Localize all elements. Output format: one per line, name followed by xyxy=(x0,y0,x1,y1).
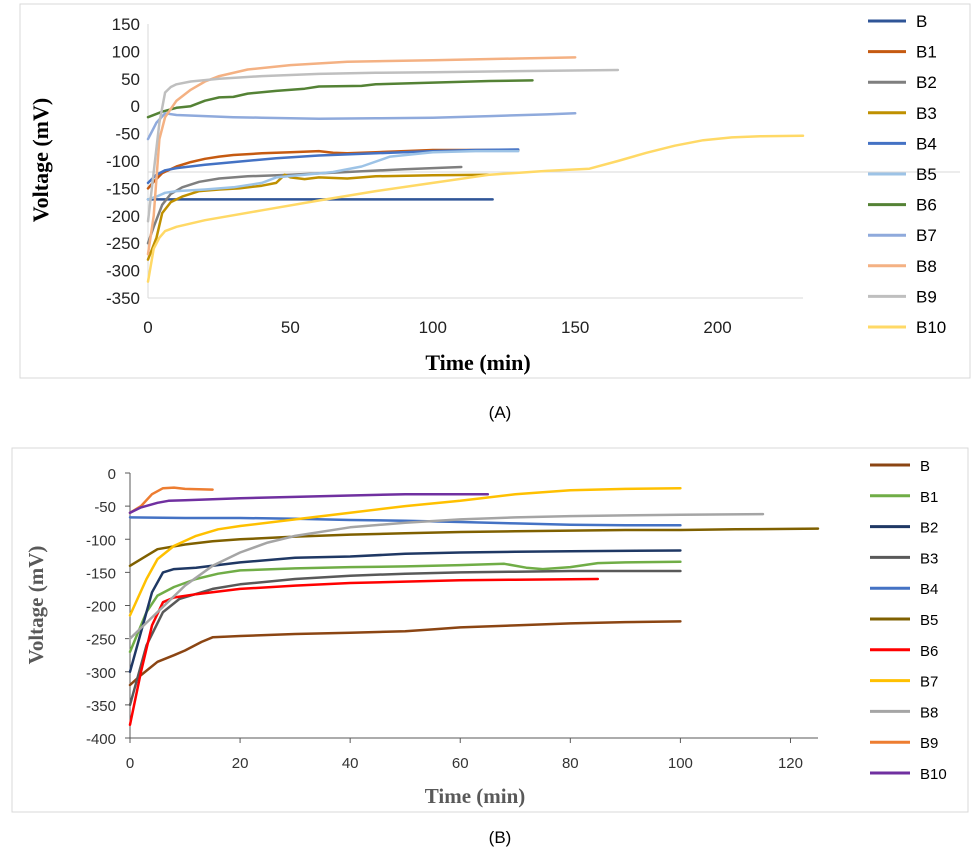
chart-panel-b: 0 -50 -100 -150 -200 -250 -300 -350 -400 0 20 40 60 8… xyxy=(11,447,969,813)
chart-a-x-tick-label: 200 xyxy=(703,318,731,337)
chart-b-series-b7 xyxy=(128,486,682,617)
chart-a-y-tick-label: -250 xyxy=(106,234,140,253)
chart-b-series-b xyxy=(128,620,682,687)
chart-b-series-b9 xyxy=(128,486,214,515)
chart-a-x-tick-label: 0 xyxy=(143,318,152,337)
chart-b-border xyxy=(11,447,969,813)
chart-a-legend-label-b5: B5 xyxy=(916,165,937,184)
chart-a-legend-label-b4: B4 xyxy=(916,134,937,153)
chart-b-y-tick-label: -300 xyxy=(86,665,116,682)
chart-b-series-b1 xyxy=(128,560,682,654)
chart-a-caption: (A) xyxy=(489,403,512,422)
chart-b-legend-label-b5: B5 xyxy=(920,612,938,629)
chart-b-series xyxy=(128,486,820,727)
chart-a-y-tick-label: 100 xyxy=(112,42,140,61)
chart-b-legend-label-b: B xyxy=(920,458,930,475)
chart-b-y-tick-label: -350 xyxy=(86,698,116,715)
chart-a-series-b9 xyxy=(146,68,620,223)
chart-b-series-b2 xyxy=(128,549,682,674)
chart-b-y-tick-label: 0 xyxy=(108,466,116,483)
chart-b-legend-label-b6: B6 xyxy=(920,643,938,660)
chart-a-y-tick-label: -200 xyxy=(106,207,140,226)
chart-a-series-b3 xyxy=(146,173,491,261)
chart-a-legend-label-b6: B6 xyxy=(916,196,937,215)
chart-a-y-axis-title: Voltage (mV) xyxy=(28,98,53,222)
chart-a-y-tick-label: 0 xyxy=(131,97,140,116)
chart-a-legend: B B1 B2 B3 B4 B5 B6 B7 B8 B9 B10 xyxy=(868,12,946,337)
chart-b-y-tick-label: -150 xyxy=(86,565,116,582)
chart-a-x-tick-label: 50 xyxy=(281,318,300,337)
chart-b-x-tick-label: 100 xyxy=(668,755,693,772)
chart-b-y-axis-title: Voltage (mV) xyxy=(24,546,48,665)
chart-a-series-b5 xyxy=(146,149,520,201)
chart-a-y-tick-label: -150 xyxy=(106,179,140,198)
chart-b-x-axis-title: Time (min) xyxy=(425,784,526,808)
chart-b-legend-label-b10: B10 xyxy=(920,766,947,783)
chart-a-series-b2 xyxy=(146,165,463,245)
chart-b-legend-label-b2: B2 xyxy=(920,520,938,537)
chart-b-x-tick-label: 0 xyxy=(126,755,134,772)
chart-b-caption: (B) xyxy=(489,828,512,847)
chart-b-series-b6 xyxy=(128,577,600,727)
chart-b-series-b10 xyxy=(128,492,490,515)
chart-b-legend-label-b9: B9 xyxy=(920,735,938,752)
chart-a-legend-label-b7: B7 xyxy=(916,226,937,245)
chart-b-legend-label-b3: B3 xyxy=(920,550,938,567)
chart-a-y-tick-label: -50 xyxy=(115,125,140,144)
chart-a-legend-label-b: B xyxy=(916,12,927,31)
chart-b-axes: 0 -50 -100 -150 -200 -250 -300 -350 -400 0 20 40 60 8… xyxy=(86,466,818,772)
chart-a-y-tick-label: 150 xyxy=(112,15,140,34)
chart-a-legend-label-b3: B3 xyxy=(916,104,937,123)
chart-a-y-tick-label: -350 xyxy=(106,289,140,308)
chart-a-legend-label-b1: B1 xyxy=(916,43,937,62)
chart-b-legend: B B1 B2 B3 B4 B5 B6 B7 B8 B9 B10 xyxy=(870,458,947,783)
chart-b-y-tick-label: -50 xyxy=(94,499,116,516)
chart-b-series-b8 xyxy=(128,512,765,640)
chart-a-series xyxy=(146,56,805,283)
chart-a-legend-label-b10: B10 xyxy=(916,318,946,337)
chart-b-x-tick-label: 40 xyxy=(342,755,359,772)
chart-b-legend-label-b1: B1 xyxy=(920,489,938,506)
chart-b-y-tick-label: -100 xyxy=(86,532,116,549)
chart-b-x-tick-label: 60 xyxy=(452,755,469,772)
chart-b-y-tick-label: -250 xyxy=(86,632,116,649)
chart-a-legend-label-b8: B8 xyxy=(916,257,937,276)
chart-a-legend-label-b2: B2 xyxy=(916,73,937,92)
chart-a-y-tick-label: -100 xyxy=(106,152,140,171)
chart-b-y-tick-label: -400 xyxy=(86,731,116,748)
chart-a-y-tick-label: -300 xyxy=(106,262,140,281)
chart-a-legend-label-b9: B9 xyxy=(916,287,937,306)
chart-b-y-tick-label: -200 xyxy=(86,599,116,616)
chart-a-y-tick-label: 50 xyxy=(121,70,140,89)
chart-a-series-b10 xyxy=(146,134,805,283)
chart-a-x-tick-label: 100 xyxy=(419,318,447,337)
chart-b-legend-label-b4: B4 xyxy=(920,581,938,598)
chart-b-x-tick-label: 20 xyxy=(232,755,249,772)
chart-a-x-tick-label: 150 xyxy=(561,318,589,337)
chart-b-legend-label-b8: B8 xyxy=(920,704,938,721)
chart-b-series-b3 xyxy=(128,569,682,707)
chart-a-x-axis-title: Time (min) xyxy=(425,350,530,375)
chart-b-x-tick-label: 80 xyxy=(562,755,579,772)
chart-b-legend-label-b7: B7 xyxy=(920,674,938,691)
chart-b-series-b4 xyxy=(128,516,682,527)
chart-b-x-tick-label: 120 xyxy=(778,755,803,772)
chart-a-series-b6 xyxy=(146,79,534,119)
